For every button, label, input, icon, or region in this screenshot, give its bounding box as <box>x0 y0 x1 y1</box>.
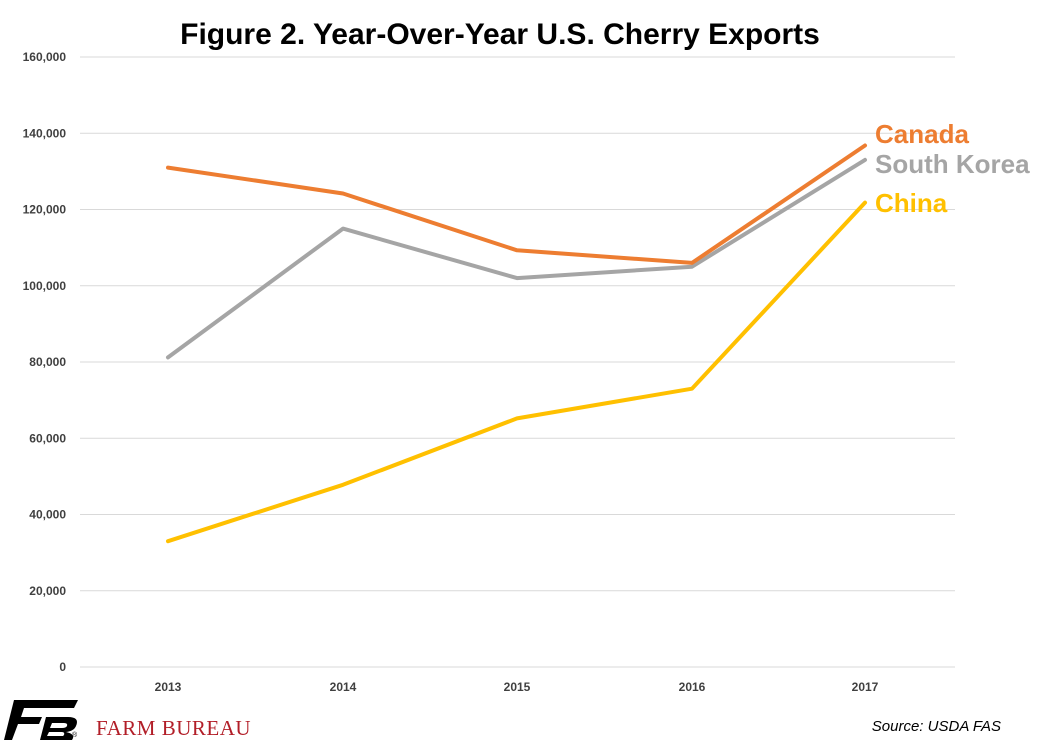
chart-title: Figure 2. Year-Over-Year U.S. Cherry Exp… <box>180 18 820 51</box>
series-line-south-korea <box>166 157 867 360</box>
x-axis-ticks: 2013 2014 2015 2016 2017 <box>155 680 879 694</box>
series-line-china <box>166 200 867 544</box>
y-tick-label: 20,000 <box>29 584 66 598</box>
series-line-canada <box>166 143 867 265</box>
y-tick-label: 140,000 <box>23 126 67 140</box>
series-lines <box>166 143 867 544</box>
brand-name: FARM BUREAU <box>96 716 252 740</box>
y-tick-label: 0 <box>59 660 66 674</box>
x-tick-label: 2013 <box>155 680 182 694</box>
y-tick-label: 120,000 <box>23 203 67 217</box>
y-tick-label: 100,000 <box>23 279 67 293</box>
y-tick-label: 80,000 <box>29 355 66 369</box>
registered-mark: ® <box>72 732 78 739</box>
y-tick-label: 60,000 <box>29 431 66 445</box>
y-axis-ticks: 0 20,000 40,000 60,000 80,000 100,000 120,000 1… <box>23 50 67 674</box>
x-tick-label: 2016 <box>679 680 706 694</box>
y-tick-label: 160,000 <box>23 50 67 64</box>
grid-lines <box>80 56 955 668</box>
x-tick-label: 2017 <box>852 680 879 694</box>
series-label-canada: Canada <box>875 119 969 149</box>
x-tick-label: 2015 <box>504 680 531 694</box>
y-tick-label: 40,000 <box>29 508 66 522</box>
x-tick-label: 2014 <box>330 680 357 694</box>
source-note: Source: USDA FAS <box>871 718 1001 735</box>
farm-bureau-fb-logo-icon <box>4 700 78 740</box>
series-label-china: China <box>875 188 948 218</box>
series-label-south-korea: South Korea <box>875 149 1030 179</box>
